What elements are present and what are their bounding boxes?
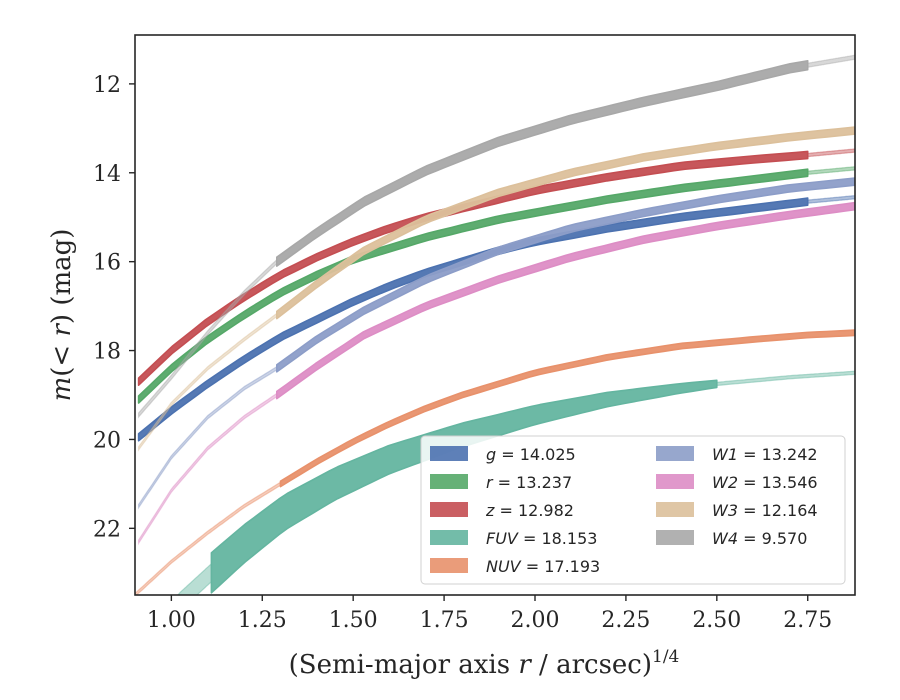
legend-label: NUV = 17.193 [486,557,600,576]
series-nuv-band [279,329,855,488]
legend-item-r: r = 13.237 [430,473,572,492]
series-fuv [176,370,855,595]
y-tick-label: 22 [93,517,121,542]
legend-band-value: = 17.193 [521,557,601,576]
x-tick-label: 1.75 [420,608,469,633]
x-axis-label-exponent: 1/4 [652,647,679,667]
x-axis-label-variable: r [518,650,532,680]
legend-swatch [656,474,694,489]
legend-band-name: W1 [712,445,738,464]
y-axis-label-close: ) (mag) [47,229,77,325]
series-r-faint-outer [807,166,855,176]
legend-band-name: W2 [712,473,738,492]
y-tick-label: 18 [93,340,121,365]
legend-swatch [656,530,694,545]
legend-label: r = 13.237 [486,473,572,492]
legend-band-name: NUV [486,557,522,576]
legend-item-w4: W4 = 9.570 [656,529,807,548]
legend-swatch [656,502,694,517]
legend-item-nuv: NUV = 17.193 [430,557,600,576]
x-axis-label: (Semi-major axis r / arcsec)1/4 [289,647,680,680]
legend-item-w1: W1 = 13.242 [656,445,818,464]
legend-band-value: = 12.982 [494,501,574,520]
y-tick-label: 20 [93,428,121,453]
legend-label: FUV = 18.153 [486,529,597,548]
series-z-band [137,150,809,386]
plot-frame [134,34,856,596]
legend-box [420,435,846,585]
x-tick-label: 1.00 [147,608,196,633]
y-tick-label: 16 [93,251,121,276]
series-g [137,194,855,442]
series-fuv-faint-outer [716,370,855,387]
series-w2-band [276,201,855,400]
x-tick-label: 2.00 [511,608,560,633]
series-g-faint-outer [807,194,855,204]
y-axis-label-var: m [47,377,77,402]
y-axis-label-open: (< [47,337,77,377]
x-tick-label: 1.25 [238,608,287,633]
legend-swatch [430,502,468,517]
legend-label: W1 = 13.242 [712,445,818,464]
legend-item-w2: W2 = 13.546 [656,473,818,492]
legend-band-value: = 13.546 [738,473,818,492]
series-z [137,148,855,386]
legend-band-value: = 18.153 [518,529,598,548]
x-axis: 1.00 1.25 1.50 1.75 2.00 2.25 2.50 2.75 [147,595,832,633]
y-axis-label: m(< r) (mag) [47,229,77,402]
legend-label: W4 = 9.570 [712,529,807,548]
x-tick-label: 2.25 [601,608,650,633]
legend-swatch [430,446,468,461]
legend-label: z = 12.982 [485,501,574,520]
series-w1 [138,177,855,510]
legend-band-name: FUV [486,529,519,548]
legend-band-name: g [486,445,496,464]
x-tick-label: 1.50 [329,608,378,633]
series-w4-faint-outer [807,54,855,68]
series-g-band [137,197,809,442]
curves-layer [135,54,855,595]
legend-swatch [656,446,694,461]
series-w1-band [276,177,855,373]
series-w4-band [276,60,809,267]
series-w3-band [276,126,855,320]
y-tick-label: 14 [93,162,121,187]
x-axis-label-prefix: (Semi-major axis [289,650,519,680]
legend-label: W3 = 12.164 [712,501,818,520]
legend-swatch [430,474,468,489]
legend-band-value: = 13.242 [738,445,818,464]
x-axis-label-suffix: / arcsec) [531,650,652,680]
x-tick-label: 2.50 [692,608,741,633]
legend-item-g: g = 14.025 [430,445,576,464]
series-w3 [138,126,855,452]
series-z-faint-outer [807,148,855,158]
series-fuv-band [210,379,718,594]
series-w2 [138,201,855,546]
legend-band-value: = 14.025 [496,445,576,464]
legend-swatch [430,530,468,545]
legend-swatch [430,558,468,573]
legend-band-name: z [485,501,495,520]
legend-item-z: z = 12.982 [430,501,574,520]
legend-band-value: = 12.164 [738,501,818,520]
x-tick-label: 2.75 [783,608,832,633]
legend-band-name: r [486,473,494,492]
series-nuv [135,329,855,595]
legend-band-value: = 13.237 [493,473,573,492]
y-axis: 12 14 16 18 20 22 [93,73,135,542]
legend-label: g = 14.025 [486,445,576,464]
legend-item-w3: W3 = 12.164 [656,501,818,520]
y-tick-label: 12 [93,73,121,98]
legend-band-value: = 9.570 [738,529,807,548]
y-axis-label-r: r [47,323,77,337]
series-w4 [138,54,855,419]
legend-band-name: W4 [712,529,738,548]
legend-band-name: W3 [712,501,738,520]
legend-item-fuv: FUV = 18.153 [430,529,597,548]
legend-label: W2 = 13.546 [712,473,818,492]
